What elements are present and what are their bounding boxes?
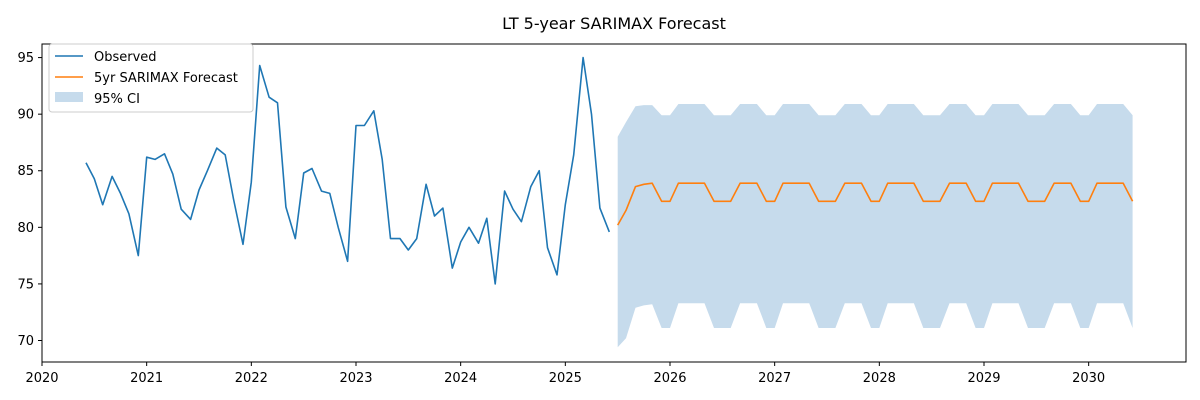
ci-band: [617, 104, 1133, 348]
y-tick-label: 85: [17, 164, 34, 179]
x-tick-label: 2030: [1072, 371, 1105, 386]
x-tick-label: 2027: [758, 371, 791, 386]
x-tick-label: 2025: [549, 371, 582, 386]
legend: Observed 5yr SARIMAX Forecast 95% CI: [48, 43, 254, 113]
y-tick-label: 75: [17, 277, 34, 292]
y-tick-label: 95: [17, 51, 34, 66]
x-tick-label: 2026: [653, 371, 686, 386]
x-tick-label: 2022: [235, 371, 268, 386]
forecast-line: [617, 182, 1134, 226]
x-tick-label: 2023: [339, 371, 372, 386]
y-tick-label: 80: [17, 221, 34, 236]
y-tick-label: 90: [17, 108, 34, 123]
legend-ci-swatch: [55, 92, 83, 102]
y-axis: 70 75 80 85 90 95: [17, 51, 42, 349]
legend-observed-label: Observed: [94, 50, 157, 65]
x-tick-label: 2029: [967, 371, 1000, 386]
chart-title: LT 5-year SARIMAX Forecast: [502, 14, 726, 33]
y-tick-label: 70: [17, 334, 34, 349]
legend-forecast-label: 5yr SARIMAX Forecast: [94, 71, 238, 86]
observed-line: [85, 56, 611, 285]
x-tick-label: 2020: [25, 371, 58, 386]
legend-box: [48, 43, 254, 113]
series-layer: [85, 56, 1134, 285]
x-axis: 2020 2021 2022 2023 2024 2025 2026 2027 2028 2029…: [25, 362, 1105, 386]
plot-frame: [41, 43, 1187, 363]
ci-layer: [617, 104, 1133, 348]
legend-ci-label: 95% CI: [94, 92, 140, 107]
x-tick-label: 2021: [130, 371, 163, 386]
x-tick-label: 2028: [863, 371, 896, 386]
x-tick-label: 2024: [444, 371, 477, 386]
